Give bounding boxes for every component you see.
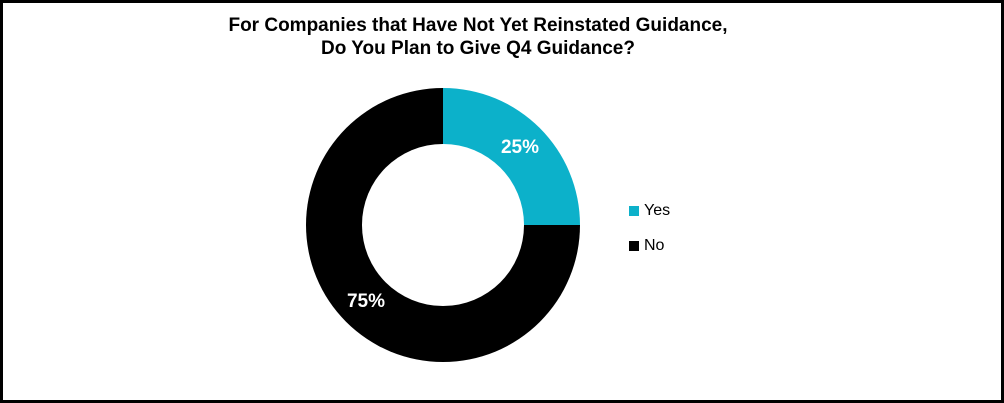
donut-hole xyxy=(362,144,524,306)
legend-item-yes: Yes xyxy=(629,201,670,221)
donut-chart: 25% 75% xyxy=(306,88,580,362)
legend: Yes No xyxy=(629,201,670,256)
chart-title-line-2: Do You Plan to Give Q4 Guidance? xyxy=(321,38,635,59)
chart-title-line-1: For Companies that Have Not Yet Reinstat… xyxy=(228,15,728,36)
legend-swatch-no xyxy=(629,241,639,251)
chart-title: For Companies that Have Not Yet Reinstat… xyxy=(3,14,953,60)
legend-item-no: No xyxy=(629,236,670,256)
legend-label-no: No xyxy=(644,237,665,254)
legend-label-yes: Yes xyxy=(644,202,671,219)
data-label-yes: 25% xyxy=(500,136,540,158)
legend-swatch-yes xyxy=(629,206,639,216)
data-label-no: 75% xyxy=(346,291,385,312)
